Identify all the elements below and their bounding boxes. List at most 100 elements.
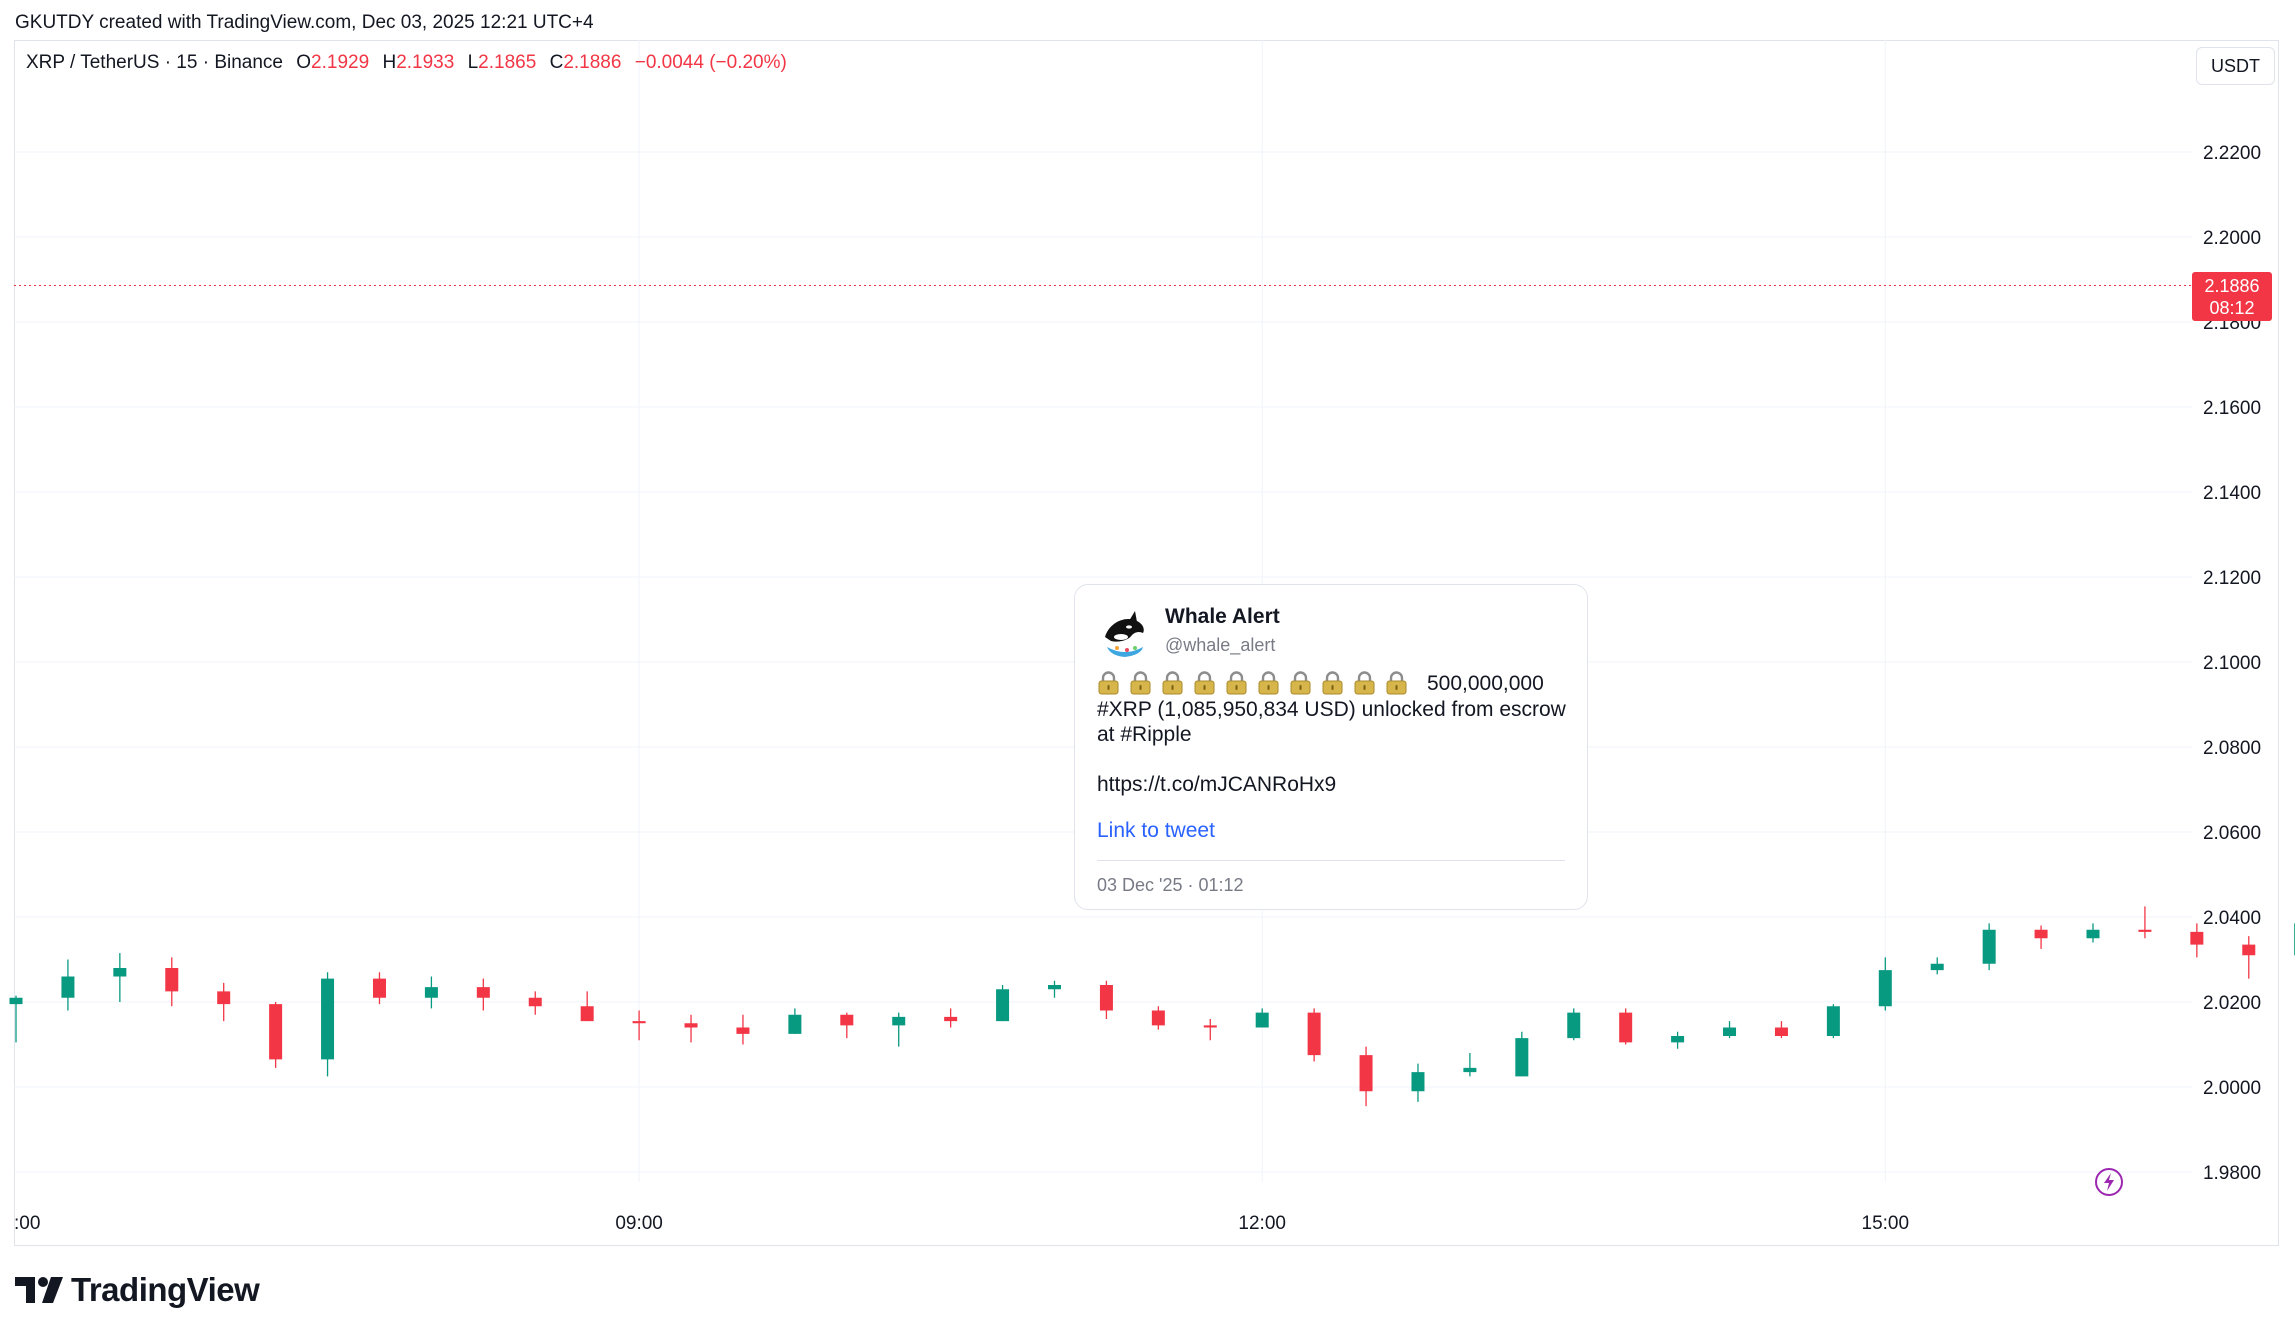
candle-body bbox=[1307, 1012, 1321, 1056]
candle-body bbox=[217, 991, 231, 1005]
candle-body bbox=[1359, 1055, 1373, 1092]
candle-body bbox=[424, 987, 438, 998]
price-tick-label: 2.1600 bbox=[2203, 398, 2261, 419]
lock-icon bbox=[1322, 671, 1343, 695]
lock-icon bbox=[1258, 671, 1279, 695]
candle-body bbox=[736, 1027, 750, 1034]
candle-body bbox=[1463, 1067, 1477, 1073]
candle-body bbox=[1151, 1010, 1165, 1026]
candle-body bbox=[165, 968, 179, 992]
lock-icon bbox=[1386, 671, 1407, 695]
candle-body bbox=[372, 978, 386, 998]
tradingview-logo-text: TradingView bbox=[71, 1271, 260, 1308]
tweet-author-name: Whale Alert bbox=[1165, 605, 1280, 628]
candle-body bbox=[1723, 1027, 1737, 1036]
tweet-body: 500,000,000 #XRP (1,085,950,834 USD) unl… bbox=[1097, 669, 1577, 797]
lock-icon bbox=[1290, 671, 1311, 695]
tweet-card[interactable]: Whale Alert @whale_alert 500,000,000 #XR… bbox=[1074, 584, 1588, 910]
time-tick-label: 09:00 bbox=[615, 1213, 663, 1234]
candle-body bbox=[944, 1016, 958, 1022]
candle-body bbox=[1255, 1012, 1269, 1028]
high-value: 2.1933 bbox=[396, 52, 455, 73]
lock-icon bbox=[1130, 671, 1151, 695]
tradingview-logo[interactable]: TradingView bbox=[15, 1271, 260, 1309]
lock-icon bbox=[1194, 671, 1215, 695]
whale-avatar-icon bbox=[1099, 607, 1151, 659]
candle-body bbox=[1671, 1036, 1685, 1043]
candle-body bbox=[61, 976, 75, 998]
candle-body bbox=[321, 978, 335, 1060]
lock-emoji-row: 500,000,000 bbox=[1097, 669, 1577, 697]
close-label: C bbox=[549, 52, 564, 73]
time-tick-label: 15:00 bbox=[1862, 1213, 1910, 1234]
candle-body bbox=[476, 987, 490, 998]
price-tick-label: 2.2000 bbox=[2203, 228, 2261, 249]
candle-body bbox=[2138, 929, 2152, 932]
change-value: −0.0044 (−0.20%) bbox=[634, 52, 787, 73]
price-tick-label: 2.1400 bbox=[2203, 483, 2261, 504]
candle-body bbox=[840, 1014, 854, 1026]
candle-body bbox=[580, 1006, 594, 1022]
price-tick-label: 2.0800 bbox=[2203, 738, 2261, 759]
candle-body bbox=[1878, 970, 1892, 1007]
candle-body bbox=[1203, 1025, 1217, 1028]
candle-body bbox=[1774, 1027, 1788, 1036]
tweet-date: 03 Dec '25 · 01:12 bbox=[1097, 875, 1244, 895]
candle-body bbox=[1982, 929, 1996, 964]
candle-body bbox=[996, 989, 1010, 1022]
symbol-legend: XRP / TetherUS · 15 · Binance O2.1929 H2… bbox=[26, 52, 787, 74]
low-value: 2.1865 bbox=[478, 52, 537, 73]
unlock-amount: 500,000,000 bbox=[1427, 671, 1544, 695]
low-label: L bbox=[467, 52, 479, 73]
candles-group bbox=[9, 906, 2295, 1107]
candle-body bbox=[113, 968, 127, 977]
lightning-icon[interactable] bbox=[2094, 1167, 2124, 1197]
high-label: H bbox=[382, 52, 397, 73]
candle-body bbox=[1411, 1072, 1425, 1092]
price-tick-label: 2.0400 bbox=[2203, 908, 2261, 929]
candle-body bbox=[892, 1016, 906, 1026]
candle-body bbox=[1048, 985, 1061, 990]
time-axis: :0009:0012:0015:0018:0021:00303:0006:000… bbox=[14, 1213, 1910, 1234]
price-tick-label: 2.0200 bbox=[2203, 993, 2261, 1014]
candle-body bbox=[269, 1004, 283, 1060]
candle-body bbox=[1099, 985, 1113, 1011]
tweet-url[interactable]: https://t.co/mJCANRoHx9 bbox=[1097, 773, 1337, 796]
tweet-author-handle: @whale_alert bbox=[1165, 635, 1276, 655]
time-tick-label: 12:00 bbox=[1238, 1213, 1286, 1234]
tweet-text: #XRP (1,085,950,834 USD) unlocked from e… bbox=[1097, 698, 1566, 746]
candle-body bbox=[1826, 1006, 1840, 1036]
open-value: 2.1929 bbox=[311, 52, 370, 73]
chart-credit: GKUTDY created with TradingView.com, Dec… bbox=[15, 12, 594, 33]
open-label: O bbox=[296, 52, 312, 73]
candle-body bbox=[788, 1014, 802, 1034]
candle-body bbox=[2086, 929, 2100, 939]
candle-body bbox=[2190, 931, 2204, 945]
currency-button[interactable]: USDT bbox=[2196, 47, 2275, 85]
price-tick-label: 2.0000 bbox=[2203, 1078, 2261, 1099]
lock-icon bbox=[1354, 671, 1375, 695]
candle-body bbox=[1515, 1038, 1529, 1077]
price-tick-label: 2.0600 bbox=[2203, 823, 2261, 844]
lock-icon bbox=[1226, 671, 1247, 695]
chart-frame bbox=[14, 40, 2279, 1246]
tweet-divider bbox=[1097, 860, 1565, 861]
candle-body bbox=[1619, 1012, 1633, 1043]
bar-countdown: 08:12 bbox=[2209, 298, 2255, 318]
candle-body bbox=[632, 1021, 646, 1024]
last-price-badge: 2.1886 08:12 bbox=[2192, 272, 2272, 321]
time-tick-label: :00 bbox=[14, 1213, 40, 1234]
price-tick-label: 2.1200 bbox=[2203, 568, 2261, 589]
candle-body bbox=[1930, 963, 1944, 971]
price-tick-label: 1.9800 bbox=[2203, 1163, 2261, 1184]
lock-icon bbox=[1098, 671, 1119, 695]
last-price-value: 2.1886 bbox=[2204, 276, 2260, 296]
symbol-info: XRP / TetherUS · 15 · Binance bbox=[26, 52, 283, 73]
candle-body bbox=[2242, 944, 2256, 956]
candle-body bbox=[2034, 929, 2048, 939]
candle-body bbox=[9, 997, 23, 1005]
link-to-tweet[interactable]: Link to tweet bbox=[1097, 819, 1215, 842]
candle-body bbox=[528, 997, 542, 1007]
tradingview-logo-icon bbox=[15, 1277, 63, 1303]
